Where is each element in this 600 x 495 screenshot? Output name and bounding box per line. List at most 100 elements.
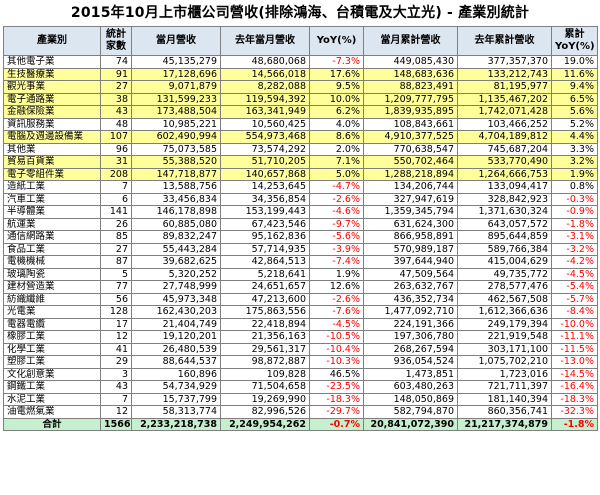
industry-name: 通信網路業: [3, 230, 101, 244]
cumulative-revenue: 631,624,300: [363, 217, 458, 231]
cumulative-yoy-percent: -16.4%: [551, 380, 598, 394]
prev-cumulative-revenue: 745,687,204: [457, 142, 552, 156]
cumulative-revenue: 1,839,935,895: [363, 105, 458, 119]
company-count: 41: [100, 342, 132, 356]
industry-name: 汽車工業: [3, 192, 101, 206]
prev-cumulative-revenue: 181,140,394: [457, 392, 552, 406]
current-revenue: 19,120,201: [131, 330, 221, 344]
cumulative-yoy-percent: 5.2%: [551, 117, 598, 131]
yoy-percent: -10.3%: [309, 355, 364, 369]
prev-year-revenue: 8,282,088: [220, 80, 310, 94]
cumulative-yoy-percent: 11.6%: [551, 67, 598, 81]
prev-cumulative-revenue: 1,075,702,210: [457, 355, 552, 369]
current-revenue: 55,443,284: [131, 242, 221, 256]
prev-year-revenue: 34,356,854: [220, 192, 310, 206]
cumulative-revenue: 4,910,377,525: [363, 130, 458, 144]
industry-name: 建材營造業: [3, 280, 101, 294]
current-revenue: 5,320,252: [131, 267, 221, 281]
total-prev-year-revenue: 2,249,954,262: [220, 417, 310, 431]
cumulative-yoy-percent: -18.3%: [551, 392, 598, 406]
cumulative-revenue: 436,352,734: [363, 292, 458, 306]
industry-name: 金融保險業: [3, 105, 101, 119]
table-row: 化學工業 41 26,480,539 29,561,317 -10.4% 268,267,…: [3, 342, 598, 356]
prev-cumulative-revenue: 1,135,467,202: [457, 92, 552, 106]
current-revenue: 160,896: [131, 367, 221, 381]
yoy-percent: -10.5%: [309, 330, 364, 344]
prev-year-revenue: 140,657,868: [220, 167, 310, 181]
company-count: 27: [100, 80, 132, 94]
industry-name: 水泥工業: [3, 392, 101, 406]
prev-year-revenue: 109,828: [220, 367, 310, 381]
current-revenue: 602,490,994: [131, 130, 221, 144]
table-row: 電腦及週邊設備業 107 602,490,994 554,973,468 8.6% 4,9…: [3, 130, 598, 144]
table-total-row: 合計 1566 2,233,218,738 2,249,954,262 -0.7% 20,…: [3, 417, 598, 431]
cumulative-yoy-percent: -0.3%: [551, 192, 598, 206]
table-row: 橡膠工業 12 19,120,201 21,356,163 -10.5% 197,306,…: [3, 330, 598, 344]
table-row: 塑膠工業 29 88,644,537 98,872,887 -10.3% 936,054,…: [3, 355, 598, 369]
industry-name: 半導體業: [3, 205, 101, 219]
table-row: 電子通路業 38 131,599,233 119,594,392 10.0% 1,209,…: [3, 92, 598, 106]
prev-cumulative-revenue: 377,357,370: [457, 55, 552, 69]
prev-cumulative-revenue: 328,842,923: [457, 192, 552, 206]
cumulative-revenue: 47,509,564: [363, 267, 458, 281]
current-revenue: 173,488,504: [131, 105, 221, 119]
industry-name: 橡膠工業: [3, 330, 101, 344]
table-row: 觀光事業 27 9,071,879 8,282,088 9.5% 88,823,491 81…: [3, 80, 598, 94]
yoy-percent: -4.6%: [309, 205, 364, 219]
current-revenue: 88,644,537: [131, 355, 221, 369]
cumulative-yoy-percent: -0.9%: [551, 205, 598, 219]
company-count: 26: [100, 217, 132, 231]
prev-year-revenue: 10,560,425: [220, 117, 310, 131]
industry-name: 化學工業: [3, 342, 101, 356]
prev-cumulative-revenue: 103,466,252: [457, 117, 552, 131]
prev-cumulative-revenue: 278,577,476: [457, 280, 552, 294]
company-count: 17: [100, 317, 132, 331]
current-revenue: 54,734,929: [131, 380, 221, 394]
table-row: 其他電子業 74 45,135,279 48,680,068 -7.3% 449,085,…: [3, 55, 598, 69]
prev-year-revenue: 22,418,894: [220, 317, 310, 331]
total-cumulative-revenue: 20,841,072,390: [363, 417, 458, 431]
table-row: 玻璃陶瓷 5 5,320,252 5,218,641 1.9% 47,509,564 49,…: [3, 267, 598, 281]
company-count: 31: [100, 155, 132, 169]
header-industry: 產業別: [3, 26, 101, 56]
cumulative-revenue: 449,085,430: [363, 55, 458, 69]
industry-name: 資訊服務業: [3, 117, 101, 131]
industry-name: 玻璃陶瓷: [3, 267, 101, 281]
prev-cumulative-revenue: 4,704,189,812: [457, 130, 552, 144]
table-header-row: 產業別 統計家數 當月營收 去年當月營收 YoY(%) 當月累計營收 去年累計營…: [3, 26, 598, 56]
prev-cumulative-revenue: 1,742,071,428: [457, 105, 552, 119]
yoy-percent: 7.1%: [309, 155, 364, 169]
table-row: 鋼鐵工業 43 54,734,929 71,504,658 -23.5% 603,480,…: [3, 380, 598, 394]
company-count: 74: [100, 55, 132, 69]
cumulative-revenue: 397,644,940: [363, 255, 458, 269]
table-row: 金融保險業 43 173,488,504 163,341,949 6.2% 1,839,9…: [3, 105, 598, 119]
table-row: 貿易百貨業 31 55,388,520 51,710,205 7.1% 550,702,4…: [3, 155, 598, 169]
industry-name: 其他業: [3, 142, 101, 156]
cumulative-revenue: 1,477,092,710: [363, 305, 458, 319]
prev-cumulative-revenue: 589,766,384: [457, 242, 552, 256]
prev-cumulative-revenue: 249,179,394: [457, 317, 552, 331]
cumulative-yoy-percent: -13.0%: [551, 355, 598, 369]
cumulative-yoy-percent: -10.0%: [551, 317, 598, 331]
current-revenue: 26,480,539: [131, 342, 221, 356]
industry-name: 電器電纜: [3, 317, 101, 331]
company-count: 6: [100, 192, 132, 206]
table-row: 電機機械 87 39,682,625 42,864,513 -7.4% 397,644,9…: [3, 255, 598, 269]
cumulative-yoy-percent: -8.4%: [551, 305, 598, 319]
total-company-count: 1566: [100, 417, 132, 431]
prev-year-revenue: 153,199,443: [220, 205, 310, 219]
prev-cumulative-revenue: 1,723,016: [457, 367, 552, 381]
current-revenue: 146,178,898: [131, 205, 221, 219]
cumulative-revenue: 224,191,366: [363, 317, 458, 331]
cumulative-yoy-percent: 19.0%: [551, 55, 598, 69]
prev-cumulative-revenue: 860,356,741: [457, 405, 552, 419]
industry-name: 觀光事業: [3, 80, 101, 94]
prev-year-revenue: 95,162,836: [220, 230, 310, 244]
prev-year-revenue: 48,680,068: [220, 55, 310, 69]
prev-cumulative-revenue: 221,919,548: [457, 330, 552, 344]
table-row: 其他業 96 75,073,585 73,574,292 2.0% 770,638,547…: [3, 142, 598, 156]
yoy-percent: 12.6%: [309, 280, 364, 294]
cumulative-yoy-percent: -32.3%: [551, 405, 598, 419]
cumulative-revenue: 108,843,661: [363, 117, 458, 131]
cumulative-yoy-percent: 9.4%: [551, 80, 598, 94]
